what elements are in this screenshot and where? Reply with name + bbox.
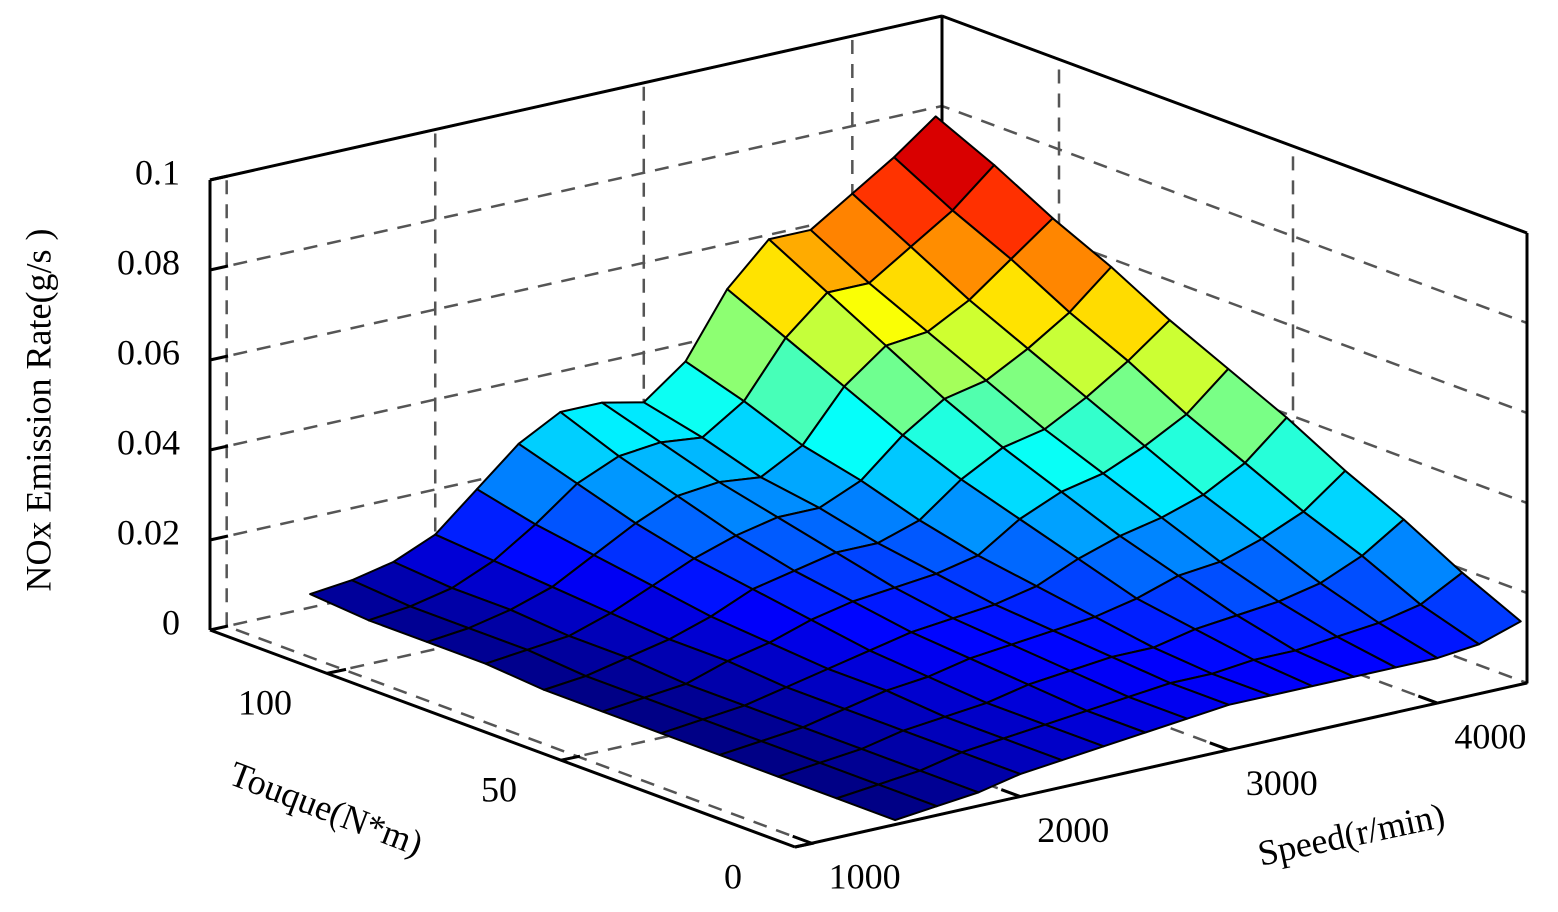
z-axis-label: NOx Emission Rate(g/s ) (18, 229, 58, 592)
z-tick (209, 534, 229, 542)
surface-patch (835, 783, 938, 822)
z-tick (209, 354, 229, 362)
x-tick (792, 834, 813, 845)
y-tick (794, 841, 815, 849)
z-tick-label: 0.1 (135, 152, 180, 192)
x-tick (1209, 741, 1230, 752)
grid-line (851, 36, 1438, 705)
axis-box (209, 628, 796, 849)
z-tick (209, 174, 229, 182)
axis-box (209, 14, 943, 182)
x-tick-label: 1000 (829, 857, 901, 897)
grid-line (433, 129, 1021, 798)
z-tick (209, 444, 229, 452)
axis-box (794, 681, 1528, 849)
z-tick-label: 0 (162, 602, 180, 642)
x-tick (1000, 788, 1021, 798)
z-tick-label: 0.04 (117, 422, 180, 462)
z-tick-label: 0.02 (117, 512, 180, 552)
x-tick-label: 3000 (1246, 763, 1318, 803)
z-tick-label: 0.08 (117, 242, 180, 282)
z-tick (209, 624, 229, 632)
y-tick (560, 754, 581, 762)
z-tick (209, 264, 229, 272)
y-axis-label: Touque(N*m) (224, 753, 428, 863)
y-tick-label: 50 (481, 769, 517, 809)
x-tick (1417, 694, 1438, 705)
z-tick-label: 0.06 (117, 332, 180, 372)
grid-line (225, 176, 813, 845)
y-tick-label: 0 (724, 856, 742, 896)
x-axis-label: Speed(r/min) (1254, 795, 1448, 874)
y-tick (326, 667, 347, 675)
axis-box (941, 14, 1528, 235)
grid-line (642, 82, 1230, 751)
x-tick-label: 2000 (1037, 810, 1109, 850)
x-tick-label: 4000 (1454, 716, 1526, 756)
y-tick-label: 100 (238, 683, 292, 723)
